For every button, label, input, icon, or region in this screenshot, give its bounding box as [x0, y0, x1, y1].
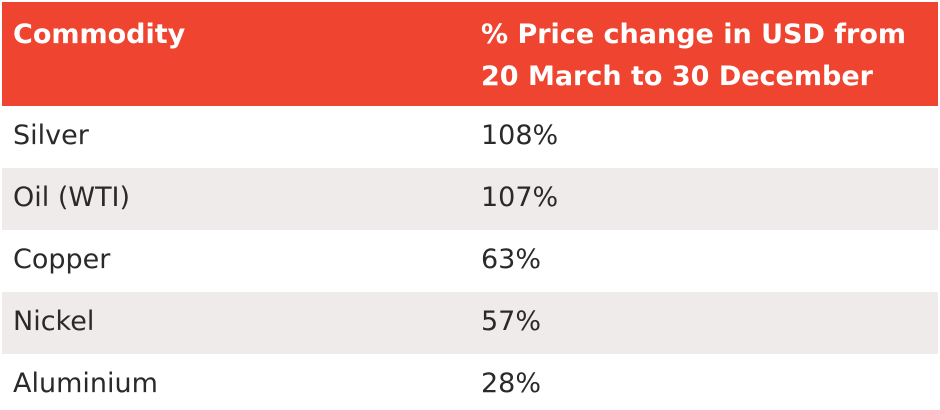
price-change-cell: 107%	[481, 182, 559, 213]
table-row: Silver 108%	[2, 106, 938, 168]
table-header-row: Commodity % Price change in USD from 20 …	[2, 2, 938, 134]
table-row: Oil (WTI) 107%	[2, 168, 938, 230]
commodity-cell: Oil (WTI)	[13, 182, 131, 213]
table-row: Copper 63%	[2, 230, 938, 292]
header-price-change: % Price change in USD from 20 March to 3…	[481, 19, 907, 134]
price-change-cell: 63%	[481, 244, 542, 275]
commodity-cell: Nickel	[13, 306, 95, 337]
header-commodity: Commodity	[13, 19, 186, 50]
commodity-cell: Copper	[13, 244, 111, 275]
table-row: Nickel 57%	[2, 292, 938, 354]
price-change-cell: 57%	[481, 306, 542, 337]
commodity-cell: Aluminium	[13, 368, 158, 399]
table-row: Aluminium 28%	[2, 354, 938, 410]
commodity-cell: Silver	[13, 120, 89, 151]
price-change-cell: 28%	[481, 368, 542, 399]
price-change-cell: 108%	[481, 120, 559, 151]
